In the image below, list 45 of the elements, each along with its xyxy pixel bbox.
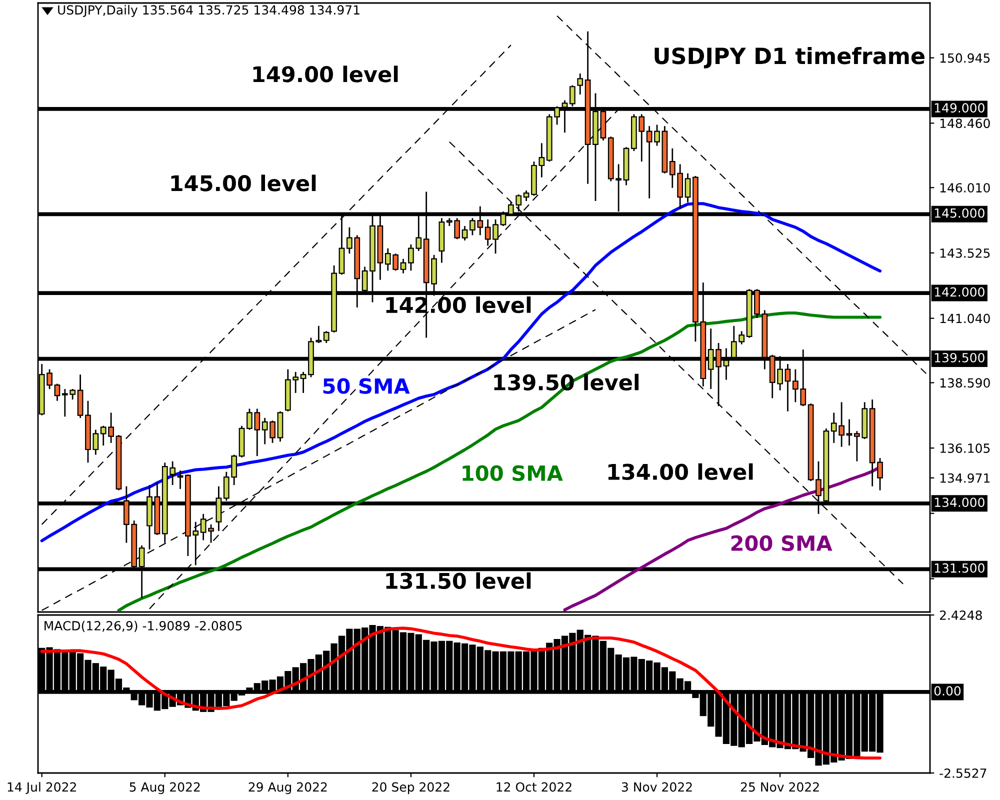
chart-subtitle: USDJPY,Daily 135.564 135.725 134.498 134.971 xyxy=(58,4,360,18)
x-tick-label: 5 Aug 2022 xyxy=(130,782,200,794)
x-tick-label: 29 Aug 2022 xyxy=(248,782,327,794)
x-tick-label: 25 Nov 2022 xyxy=(740,782,819,792)
y-tick-label: -2.5527 xyxy=(940,768,986,778)
candlestick xyxy=(462,225,468,242)
candlestick xyxy=(523,190,530,202)
ref-line-label: 145.000 xyxy=(934,208,984,218)
y-tick-label: 134.971 xyxy=(940,473,990,483)
x-tick-label: 12 Oct 2022 xyxy=(496,782,572,792)
candlestick xyxy=(177,470,184,490)
candlestick xyxy=(300,371,306,394)
ref-line-label: 0.00 xyxy=(934,686,961,696)
ref-line-label: 131.500 xyxy=(934,563,984,573)
candlestick xyxy=(323,330,330,344)
annotation: 131.50 level xyxy=(386,572,531,590)
series-label: 200 SMA xyxy=(731,535,832,552)
y-tick-label: 143.525 xyxy=(940,248,990,258)
ref-line-label: 142.000 xyxy=(934,287,984,297)
candlestick xyxy=(784,363,791,412)
x-tick-label: 14 Jul 2022 xyxy=(8,782,76,794)
annotation: 145.00 level xyxy=(171,174,316,192)
candlestick xyxy=(846,418,852,446)
y-tick-label: 146.010 xyxy=(940,183,990,193)
chart-title: MACD(12,26,9) -1.9089 -2.0805 xyxy=(44,620,242,632)
candlestick xyxy=(400,258,406,274)
candlestick xyxy=(54,383,60,402)
y-tick-label: 141.040 xyxy=(940,314,990,324)
x-tick-label: 3 Nov 2022 xyxy=(622,782,692,792)
x-tick-label: 20 Sep 2022 xyxy=(372,782,450,794)
series-label: 50 SMA xyxy=(323,378,410,394)
text: USDJPY D1 timeframe xyxy=(654,47,924,68)
candlestick xyxy=(577,72,584,96)
y-tick-label: 150.945 xyxy=(940,53,990,63)
y-tick-label: 2.4248 xyxy=(940,610,982,620)
ref-line-label: 149.000 xyxy=(934,103,984,113)
ref-line-label: 139.500 xyxy=(934,352,984,362)
ref-line-label: 134.000 xyxy=(934,498,984,508)
y-tick-label: 138.590 xyxy=(940,378,990,388)
annotation: 149.00 level xyxy=(253,66,398,82)
annotation: 134.00 level xyxy=(608,463,753,480)
candlestick xyxy=(684,172,691,204)
y-tick-label: 136.105 xyxy=(940,444,990,453)
y-tick-label: 148.460 xyxy=(940,118,990,128)
series-label: 100 SMA xyxy=(462,465,563,482)
